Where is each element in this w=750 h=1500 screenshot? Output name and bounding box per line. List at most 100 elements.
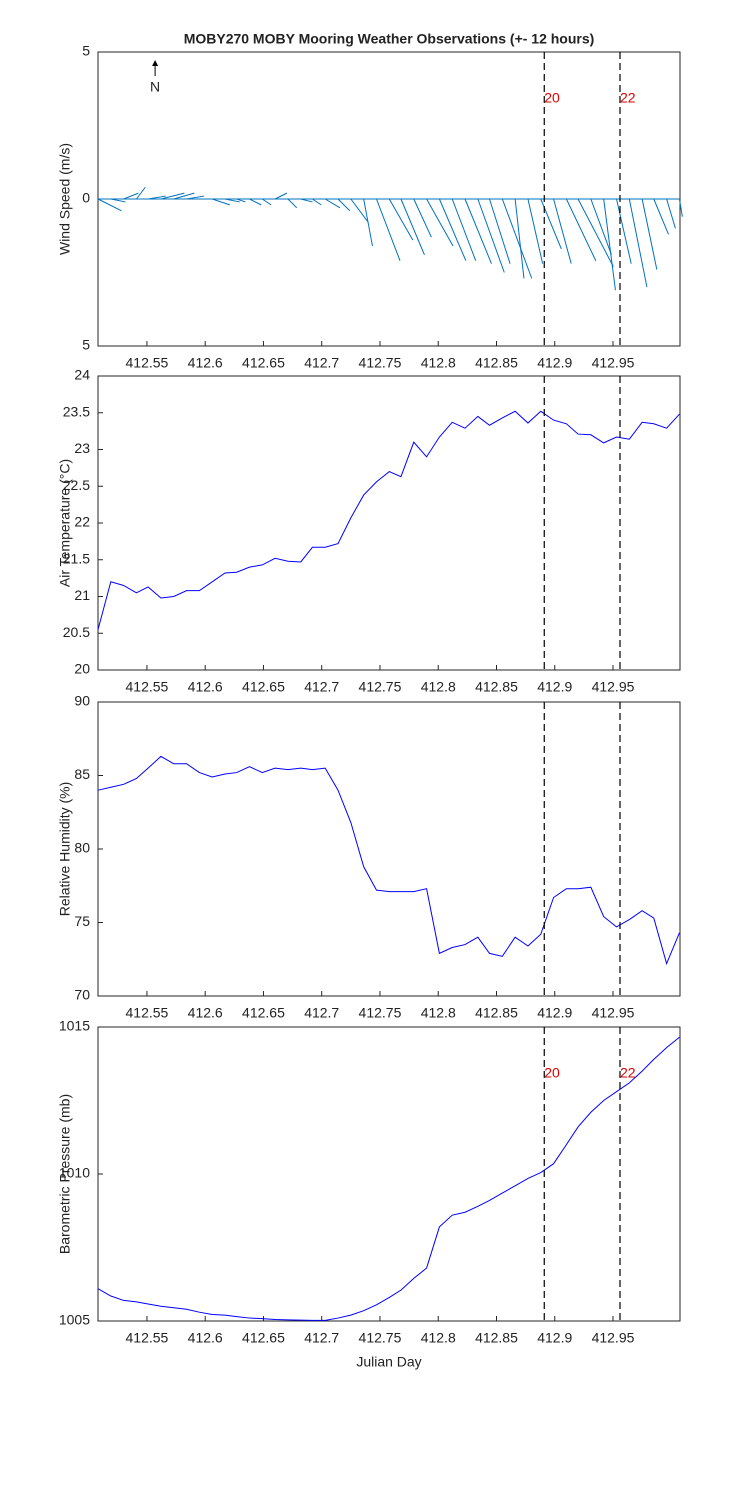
north-arrow-head <box>152 60 159 66</box>
data-line <box>97 410 680 630</box>
x-tick-label: 412.75 <box>359 1330 402 1346</box>
x-tick-label: 412.9 <box>537 355 572 371</box>
marker-label: 20 <box>544 90 560 106</box>
chart-title: MOBY270 MOBY Mooring Weather Observation… <box>184 31 595 47</box>
wind-stick <box>110 198 126 203</box>
wind-stick <box>514 198 525 279</box>
wind-stick <box>426 198 454 247</box>
wind-stick <box>97 198 122 212</box>
x-tick-label: 412.95 <box>592 1005 635 1021</box>
wind-stick <box>527 198 544 264</box>
y-tick-label: 5 <box>82 337 90 353</box>
wind-stick <box>186 195 205 200</box>
wind-stick <box>287 198 298 209</box>
wind-stick <box>376 198 401 261</box>
wind-stick <box>173 192 195 200</box>
x-tick-label: 412.7 <box>304 355 339 371</box>
y-axis-label: Barometric Pressure (mb) <box>57 1094 73 1254</box>
x-tick-label: 412.8 <box>421 1005 456 1021</box>
wind-stick <box>262 198 272 206</box>
x-tick-label: 412.85 <box>475 679 518 695</box>
x-tick-label: 412.9 <box>537 1330 572 1346</box>
x-tick-label: 412.65 <box>242 1005 285 1021</box>
wind-stick <box>477 198 505 273</box>
x-tick-label: 412.9 <box>537 679 572 695</box>
y-tick-label: 90 <box>74 693 90 709</box>
wind-stick <box>438 198 467 261</box>
wind-stick <box>590 198 612 256</box>
wind-stick <box>123 192 139 200</box>
wind-stick <box>274 192 288 200</box>
y-tick-label: 20.5 <box>63 624 90 640</box>
wind-stick <box>501 198 533 279</box>
data-line <box>97 755 680 966</box>
y-tick-label: 22 <box>74 514 90 530</box>
y-tick-label: 21 <box>74 587 90 603</box>
x-tick-label: 412.85 <box>475 355 518 371</box>
wind-stick <box>641 198 658 270</box>
wind-stick <box>577 198 614 267</box>
x-tick-label: 412.95 <box>592 679 635 695</box>
wind-stick <box>603 198 616 291</box>
wind-stick <box>148 195 166 200</box>
data-line <box>97 1036 680 1321</box>
wind-stick <box>136 186 146 200</box>
x-tick-label: 412.65 <box>242 1330 285 1346</box>
x-tick-label: 412.85 <box>475 1330 518 1346</box>
north-label: N <box>150 79 160 95</box>
plot-area <box>97 375 681 671</box>
wind-stick <box>666 198 676 229</box>
x-tick-label: 412.6 <box>188 355 223 371</box>
y-tick-label: 23 <box>74 440 90 456</box>
y-tick-label: 21.5 <box>63 550 90 566</box>
wind-stick <box>678 198 683 217</box>
y-tick-label: 0 <box>82 190 90 206</box>
marker-label: 20 <box>544 1065 560 1081</box>
wind-stick <box>451 198 477 261</box>
x-tick-label: 412.95 <box>592 355 635 371</box>
wind-stick <box>312 198 322 206</box>
wind-stick <box>236 198 246 203</box>
x-tick-label: 412.6 <box>188 1330 223 1346</box>
marker-label: 22 <box>620 90 636 106</box>
x-tick-label: 412.9 <box>537 1005 572 1021</box>
x-tick-label: 412.7 <box>304 1330 339 1346</box>
wind-stick <box>300 198 313 203</box>
wind-stick <box>160 192 185 200</box>
wind-stick <box>350 198 369 223</box>
y-axis-label: Air Temperature (°C) <box>57 459 73 587</box>
y-axis-label: Relative Humidity (%) <box>57 782 73 917</box>
x-tick-label: 412.7 <box>304 679 339 695</box>
x-tick-label: 412.7 <box>304 1005 339 1021</box>
x-tick-label: 412.75 <box>359 1005 402 1021</box>
x-tick-label: 412.55 <box>126 679 169 695</box>
wind-stick <box>400 198 425 256</box>
x-tick-label: 412.55 <box>126 355 169 371</box>
wind-stick <box>249 198 262 206</box>
y-tick-label: 22.5 <box>63 477 90 493</box>
x-tick-label: 412.6 <box>188 1005 223 1021</box>
x-tick-label: 412.95 <box>592 1330 635 1346</box>
x-tick-label: 412.6 <box>188 679 223 695</box>
y-tick-label: 5 <box>82 43 90 59</box>
y-tick-label: 20 <box>74 661 90 677</box>
y-axis-label: Wind Speed (m/s) <box>57 143 73 255</box>
x-tick-label: 412.75 <box>359 355 402 371</box>
y-tick-label: 80 <box>74 840 90 856</box>
x-tick-label: 412.8 <box>421 1330 456 1346</box>
x-axis-label: Julian Day <box>356 1354 421 1370</box>
y-tick-label: 23.5 <box>63 403 90 419</box>
x-tick-label: 412.65 <box>242 355 285 371</box>
wind-stick <box>388 198 414 241</box>
y-tick-label: 75 <box>74 913 90 929</box>
wind-stick <box>653 198 669 235</box>
wind-stick <box>363 198 373 247</box>
wind-stick <box>337 198 351 212</box>
x-tick-label: 412.85 <box>475 1005 518 1021</box>
wind-stick <box>565 198 597 261</box>
y-tick-label: 70 <box>74 987 90 1003</box>
y-tick-label: 1010 <box>59 1165 90 1181</box>
y-tick-label: 85 <box>74 766 90 782</box>
y-tick-label: 1005 <box>59 1312 90 1328</box>
